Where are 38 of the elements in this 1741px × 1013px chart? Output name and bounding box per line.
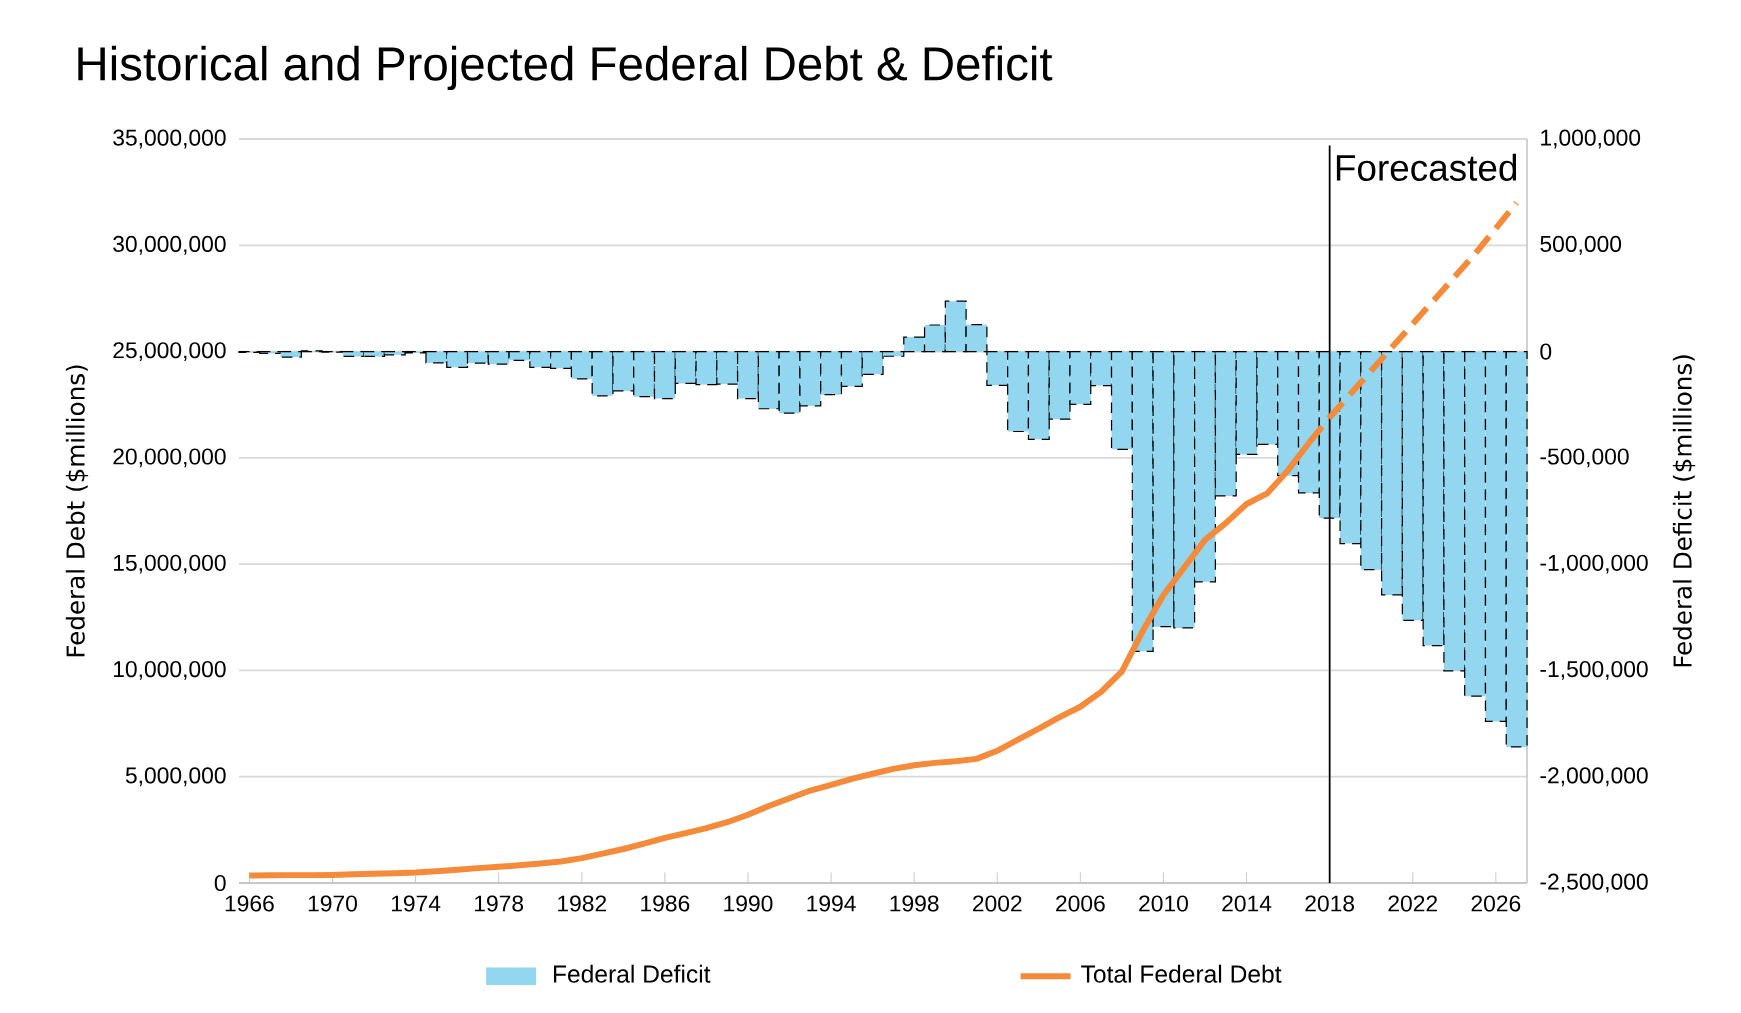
y2-tick-label: -1,500,000 xyxy=(1540,661,1648,680)
chart-title: Historical and Projected Federal Debt & Deficit xyxy=(78,45,1053,91)
x-tick-label: 1994 xyxy=(807,895,856,912)
y2-axis-title: Federal Deficit ($millions) xyxy=(1672,355,1696,667)
x-tick-label: 2018 xyxy=(1305,895,1355,912)
legend-label: Total Federal Debt xyxy=(1081,964,1282,983)
y2-tick-label: -1,000,000 xyxy=(1540,554,1648,574)
x-tick-label: 1966 xyxy=(225,895,274,912)
x-tick-label: 2026 xyxy=(1471,895,1521,912)
y-tick-label: 0 xyxy=(214,874,226,892)
x-tick-label: 2002 xyxy=(973,895,1022,912)
y-tick-label: 25,000,000 xyxy=(113,342,226,362)
x-tick-label: 2014 xyxy=(1222,895,1272,912)
legend-label: Federal Deficit xyxy=(554,964,711,983)
x-tick-label: 1998 xyxy=(890,895,939,912)
y-axis-title: Federal Debt ($millions) xyxy=(65,365,89,657)
x-tick-label: 1990 xyxy=(724,895,773,912)
y2-tick-label: 1,000,000 xyxy=(1541,129,1641,149)
x-tick-label: 2006 xyxy=(1056,895,1105,912)
x-tick-label: 1986 xyxy=(641,895,690,912)
x-tick-label: 1974 xyxy=(391,895,441,912)
y2-tick-label: -2,000,000 xyxy=(1540,767,1648,787)
y-tick-label: 5,000,000 xyxy=(125,767,226,787)
y-tick-label: 10,000,000 xyxy=(114,661,226,680)
y2-tick-label: 0 xyxy=(1540,343,1552,360)
y2-tick-label: -2,500,000 xyxy=(1540,873,1648,893)
y-tick-label: 35,000,000 xyxy=(113,129,226,149)
x-tick-label: 2022 xyxy=(1388,895,1437,912)
y2-tick-label: 500,000 xyxy=(1540,235,1622,255)
x-tick-label: 1970 xyxy=(308,895,357,912)
ref-line-label: Forecasted xyxy=(1336,153,1517,181)
x-tick-label: 1978 xyxy=(475,895,524,912)
y-tick-label: 30,000,000 xyxy=(113,235,226,255)
y-tick-label: 20,000,000 xyxy=(113,448,226,468)
y-tick-label: 15,000,000 xyxy=(114,554,226,574)
y2-tick-label: -500,000 xyxy=(1540,448,1629,468)
x-tick-label: 1982 xyxy=(558,895,606,912)
x-tick-label: 2010 xyxy=(1139,895,1188,912)
